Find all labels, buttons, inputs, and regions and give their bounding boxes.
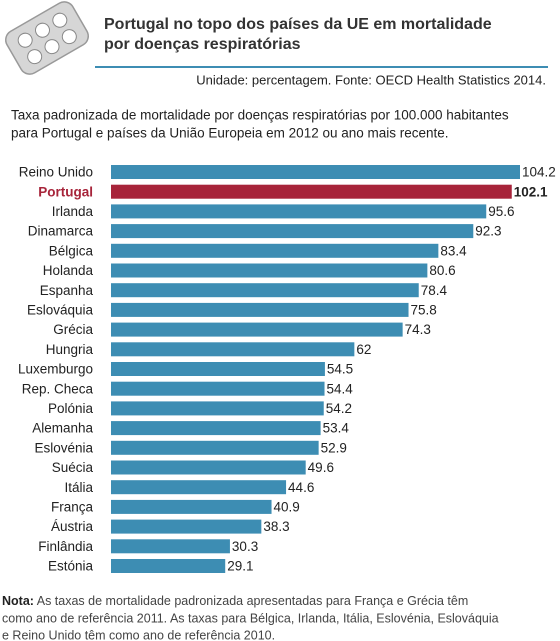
bar: [111, 440, 319, 455]
category-label: Rep. Checa: [22, 381, 94, 396]
pill-icon: [5, 1, 89, 75]
source: Unidade: percentagem. Fonte: OECD Health…: [196, 72, 546, 87]
bar: [111, 224, 474, 239]
value-label: 104.2: [522, 165, 556, 180]
bar: [111, 401, 324, 416]
category-label: Polónia: [48, 401, 94, 416]
value-label: 49.6: [308, 460, 334, 475]
value-label: 52.9: [321, 440, 347, 455]
value-label: 40.9: [274, 499, 300, 514]
category-label: Finlândia: [38, 539, 93, 554]
category-label: Itália: [64, 480, 93, 495]
value-label: 75.8: [411, 302, 437, 317]
bar: [111, 243, 439, 258]
note: Nota: As taxas de mortalidade padronizad…: [2, 594, 468, 608]
bar: [111, 263, 428, 278]
category-label: Luxemburgo: [18, 362, 93, 377]
bar: [111, 480, 287, 495]
category-label: Eslováquia: [27, 302, 94, 317]
bar: [111, 381, 325, 396]
note-text: As taxas de mortalidade padronizada apre…: [37, 594, 469, 608]
value-label: 78.4: [421, 283, 448, 298]
value-label: 54.2: [326, 401, 352, 416]
category-label: Reino Unido: [19, 165, 93, 180]
bar: [111, 165, 520, 179]
category-label: Portugal: [38, 184, 93, 199]
value-label: 92.3: [475, 224, 501, 239]
category-label: Áustria: [51, 519, 94, 534]
bar: [111, 184, 512, 199]
value-label: 54.5: [327, 362, 353, 377]
value-label: 74.3: [405, 322, 431, 337]
value-label: 80.6: [429, 263, 455, 278]
note-label: Nota:: [2, 594, 34, 608]
category-label: Irlanda: [52, 204, 94, 219]
category-label: Bélgica: [49, 243, 94, 258]
value-label: 44.6: [288, 480, 314, 495]
value-label: 102.1: [514, 184, 548, 199]
category-label: Holanda: [43, 263, 94, 278]
subtitle: Taxa padronizada de mortalidade por doen…: [11, 108, 509, 123]
chart-title: por doenças respiratórias: [104, 36, 301, 53]
value-label: 53.4: [323, 421, 350, 436]
value-label: 62: [356, 342, 371, 357]
bar: [111, 499, 272, 514]
category-label: Alemanha: [32, 421, 93, 436]
value-label: 54.4: [327, 381, 354, 396]
category-label: Hungria: [46, 342, 94, 357]
note-text: e Reino Unido têm como ano de referência…: [2, 628, 275, 641]
category-label: Dinamarca: [28, 224, 94, 239]
bar: [111, 460, 306, 475]
category-label: Estónia: [48, 559, 94, 574]
bar: [111, 362, 325, 376]
bar: [111, 204, 487, 219]
bar: [111, 302, 409, 317]
bar: [111, 559, 226, 573]
bar: [111, 421, 321, 436]
note-text: como ano de referência 2011. As taxas pa…: [2, 611, 499, 625]
value-label: 83.4: [440, 243, 467, 258]
bar: [111, 322, 403, 337]
bar: [111, 342, 355, 357]
subtitle: para Portugal e países da União Europeia…: [11, 126, 449, 141]
value-label: 38.3: [263, 519, 289, 534]
value-label: 30.3: [232, 539, 258, 554]
category-label: Grécia: [53, 322, 93, 337]
value-label: 95.6: [488, 204, 514, 219]
bar: [111, 519, 262, 534]
bar: [111, 539, 230, 554]
chart-title: Portugal no topo dos países da UE em mor…: [104, 16, 492, 33]
category-label: Suécia: [52, 460, 94, 475]
value-label: 29.1: [227, 559, 253, 574]
category-label: Eslovénia: [34, 440, 93, 455]
bar: [111, 283, 419, 298]
category-label: Espanha: [40, 283, 94, 298]
category-label: França: [51, 499, 94, 514]
